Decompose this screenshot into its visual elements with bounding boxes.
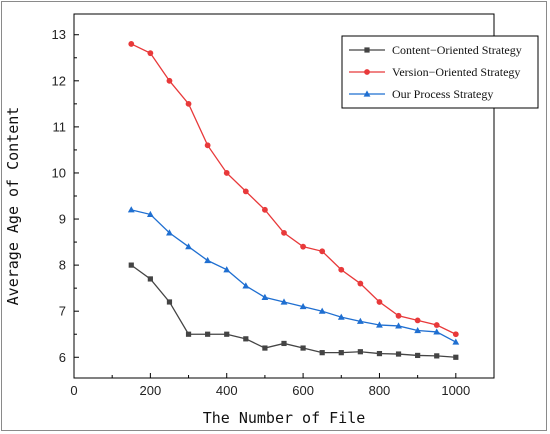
data-point <box>434 353 440 359</box>
series-layer <box>127 41 460 360</box>
series-line <box>130 264 456 358</box>
data-point <box>337 313 345 320</box>
x-tick-label: 200 <box>140 383 162 398</box>
data-point <box>414 326 422 334</box>
data-point <box>433 328 441 335</box>
data-point <box>243 336 249 342</box>
y-axis-label: Average Age of Content <box>4 107 22 306</box>
data-point <box>223 170 230 176</box>
data-point <box>166 229 173 236</box>
data-point <box>376 350 383 357</box>
data-point <box>185 243 192 250</box>
data-point <box>128 262 134 268</box>
data-point <box>338 350 344 356</box>
data-point <box>414 317 421 324</box>
data-point <box>128 41 135 47</box>
data-point <box>395 322 402 329</box>
data-point <box>376 299 383 305</box>
data-point <box>224 331 230 337</box>
legend-label: Our Process Strategy <box>392 87 493 101</box>
data-point <box>299 302 307 310</box>
data-point <box>205 331 211 337</box>
data-point <box>433 322 440 328</box>
data-point <box>357 349 363 355</box>
data-point <box>262 345 268 351</box>
series-2 <box>128 41 459 338</box>
data-point <box>280 298 288 305</box>
data-point <box>300 345 306 351</box>
data-point <box>242 188 249 195</box>
x-tick-label: 600 <box>292 383 314 398</box>
data-point <box>127 206 135 213</box>
x-tick-label: 1000 <box>441 383 470 398</box>
data-point <box>262 206 268 213</box>
data-point <box>376 321 383 328</box>
data-point <box>356 317 364 324</box>
data-point <box>364 69 370 75</box>
data-point <box>185 331 192 337</box>
x-tick-label: 0 <box>70 383 77 398</box>
data-point <box>242 282 250 289</box>
y-tick-label: 11 <box>53 119 67 134</box>
data-point <box>166 299 173 305</box>
data-point <box>204 142 211 149</box>
data-point <box>318 307 326 314</box>
y-tick-label: 8 <box>59 258 66 273</box>
series-3 <box>127 206 460 345</box>
data-point <box>300 243 306 250</box>
series-1 <box>128 262 459 360</box>
data-point <box>146 210 154 218</box>
data-point <box>147 276 153 282</box>
legend-label: Version−Oriented Strategy <box>392 65 520 79</box>
y-tick-label: 13 <box>52 27 66 42</box>
data-point <box>364 47 370 53</box>
data-point <box>147 50 154 57</box>
y-tick-label: 6 <box>59 350 66 365</box>
legend-label: Content−Oriented Strategy <box>392 43 522 57</box>
data-point <box>166 77 173 84</box>
y-tick-label: 7 <box>59 304 66 319</box>
data-point <box>223 266 231 273</box>
data-point <box>395 312 402 319</box>
data-point <box>261 293 269 300</box>
y-tick-label: 12 <box>52 73 66 88</box>
x-tick-label: 800 <box>369 383 391 398</box>
x-axis-label: The Number of File <box>203 409 366 427</box>
data-point <box>281 340 287 347</box>
data-point <box>415 352 421 359</box>
data-point <box>338 266 345 273</box>
series-line <box>131 209 457 343</box>
data-point <box>363 90 371 97</box>
data-point <box>185 100 192 107</box>
data-point <box>395 351 402 357</box>
data-point <box>357 280 364 287</box>
legend: Content−Oriented Strategy Version−Oriente… <box>341 35 539 109</box>
series-line <box>130 43 457 335</box>
data-point <box>204 256 212 264</box>
data-point <box>452 338 460 345</box>
data-point <box>281 229 287 236</box>
data-point <box>319 248 326 255</box>
y-tick-label: 10 <box>52 165 66 180</box>
x-tick-label: 400 <box>216 383 238 398</box>
data-point <box>453 354 459 360</box>
axes: 0 200 400 600 800 1000 6 7 8 9 10 11 12 13 <box>52 27 471 398</box>
data-point <box>452 331 459 338</box>
data-point <box>319 350 325 356</box>
y-tick-label: 9 <box>59 212 66 227</box>
